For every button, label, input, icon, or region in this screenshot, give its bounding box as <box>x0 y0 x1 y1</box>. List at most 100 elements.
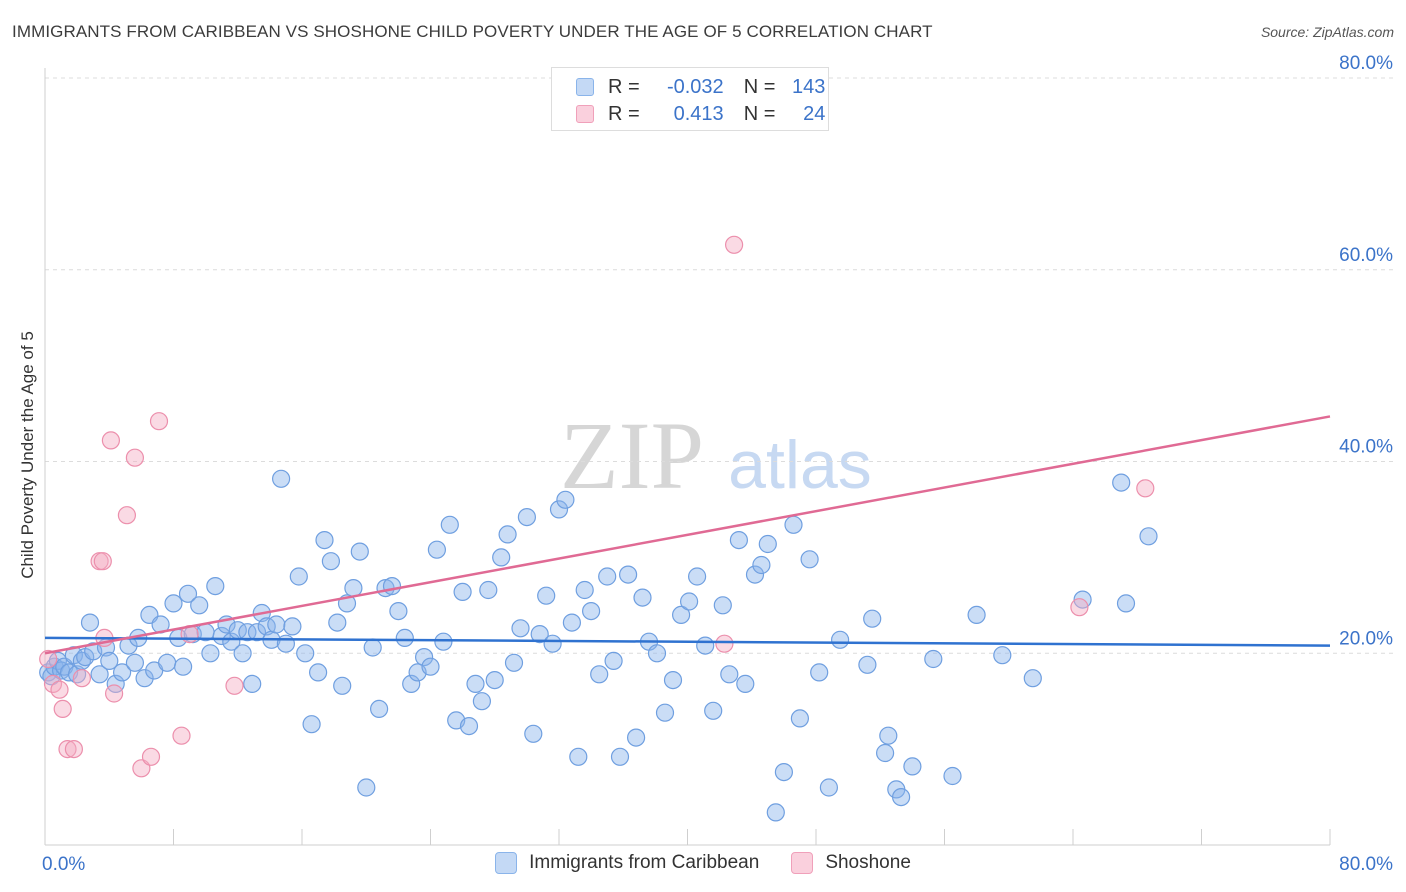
data-point <box>633 588 652 607</box>
data-point <box>618 565 638 584</box>
legend-r-label: R = <box>608 102 640 125</box>
gridlines <box>45 77 1393 654</box>
data-point <box>549 500 569 519</box>
data-point <box>562 613 582 632</box>
data-point <box>100 651 119 671</box>
trend-lines <box>44 415 1331 655</box>
data-point <box>309 663 328 682</box>
data-point <box>687 567 707 586</box>
watermark-zip: ZIP <box>560 402 704 509</box>
data-point <box>713 596 732 615</box>
data-point <box>766 803 785 822</box>
stats-legend: R = -0.032 N = 143 R = 0.413 N = 24 <box>551 67 829 131</box>
data-point <box>135 669 154 688</box>
data-point <box>696 636 715 655</box>
tick-labels: 20.0% 40.0% 60.0% 80.0% 0.0% 80.0% <box>42 53 1393 875</box>
data-point <box>315 530 334 550</box>
data-point <box>752 555 771 575</box>
data-point <box>350 542 369 561</box>
series-shoshone-points <box>39 235 1155 778</box>
data-point <box>943 766 962 786</box>
data-point <box>64 739 84 759</box>
data-point <box>736 674 755 694</box>
data-point <box>830 630 850 649</box>
data-point <box>233 644 252 663</box>
data-point <box>141 747 161 766</box>
data-point <box>647 644 667 663</box>
data-point <box>149 412 169 431</box>
data-point <box>863 609 882 628</box>
y-tick-label: 40.0% <box>1339 437 1393 458</box>
data-point <box>58 739 77 759</box>
legend-swatch-caribbean <box>576 78 594 96</box>
data-point <box>434 632 453 651</box>
data-point <box>569 747 588 766</box>
data-point <box>212 626 231 646</box>
data-point <box>42 667 61 686</box>
data-point <box>581 601 601 621</box>
data-point <box>276 634 295 653</box>
x-tick-label: 0.0% <box>42 854 85 875</box>
data-point <box>715 634 734 653</box>
data-point <box>879 726 898 745</box>
data-point <box>272 469 291 488</box>
data-point <box>663 670 683 690</box>
trend-line-shoshone <box>44 415 1331 655</box>
data-point <box>1116 594 1136 613</box>
data-point <box>53 699 72 719</box>
data-point <box>93 552 112 571</box>
data-point <box>704 701 723 720</box>
data-point <box>302 715 321 734</box>
data-point <box>174 657 193 676</box>
trend-line-caribbean <box>44 636 1331 647</box>
legend-swatch-caribbean <box>495 852 518 874</box>
legend-r-value: -0.032 <box>666 75 724 98</box>
legend-n-label: N = <box>743 75 776 98</box>
data-point <box>511 619 530 638</box>
data-point <box>357 778 376 797</box>
data-point <box>440 515 459 534</box>
watermark-atlas: atlas <box>728 427 872 503</box>
data-point <box>1070 598 1089 617</box>
data-point <box>745 565 765 584</box>
data-point <box>472 692 491 711</box>
data-point <box>243 674 262 694</box>
axes <box>44 68 1331 846</box>
legend-row-shoshone: R = 0.413 N = 24 <box>576 101 825 127</box>
y-axis-label: Child Poverty Under the Age of 5 <box>18 331 37 579</box>
data-point <box>774 762 794 782</box>
data-point <box>466 674 485 694</box>
legend-r-label: R = <box>608 75 640 98</box>
data-point <box>485 670 504 690</box>
data-point <box>453 582 472 602</box>
data-point <box>492 548 511 567</box>
data-point <box>655 703 675 722</box>
data-point <box>50 680 69 699</box>
data-point <box>415 647 434 667</box>
data-point <box>758 534 777 554</box>
data-point <box>590 665 609 684</box>
data-point <box>296 644 315 663</box>
data-point <box>112 663 132 682</box>
chart-title: IMMIGRANTS FROM CARIBBEAN VS SHOSHONE CH… <box>12 22 933 41</box>
data-point <box>238 623 257 642</box>
legend-r-value: 0.413 <box>673 102 724 125</box>
data-point <box>421 657 440 676</box>
source-label: Source: ZipAtlas.com <box>1260 24 1394 40</box>
data-point <box>724 235 744 254</box>
data-point <box>104 684 124 703</box>
y-tick-label: 80.0% <box>1339 53 1393 74</box>
data-point <box>575 580 594 600</box>
legend-label-shoshone: Shoshone <box>825 852 911 873</box>
data-point <box>598 567 617 586</box>
data-point <box>117 506 137 525</box>
x-tick-label: 80.0% <box>1339 854 1393 875</box>
y-tick-label: 20.0% <box>1339 628 1393 649</box>
data-point <box>164 594 183 613</box>
data-point <box>395 628 414 648</box>
data-point <box>479 580 498 600</box>
legend-n-value: 143 <box>792 75 826 98</box>
data-point <box>626 728 646 747</box>
data-point <box>370 699 389 719</box>
data-point <box>158 653 177 672</box>
